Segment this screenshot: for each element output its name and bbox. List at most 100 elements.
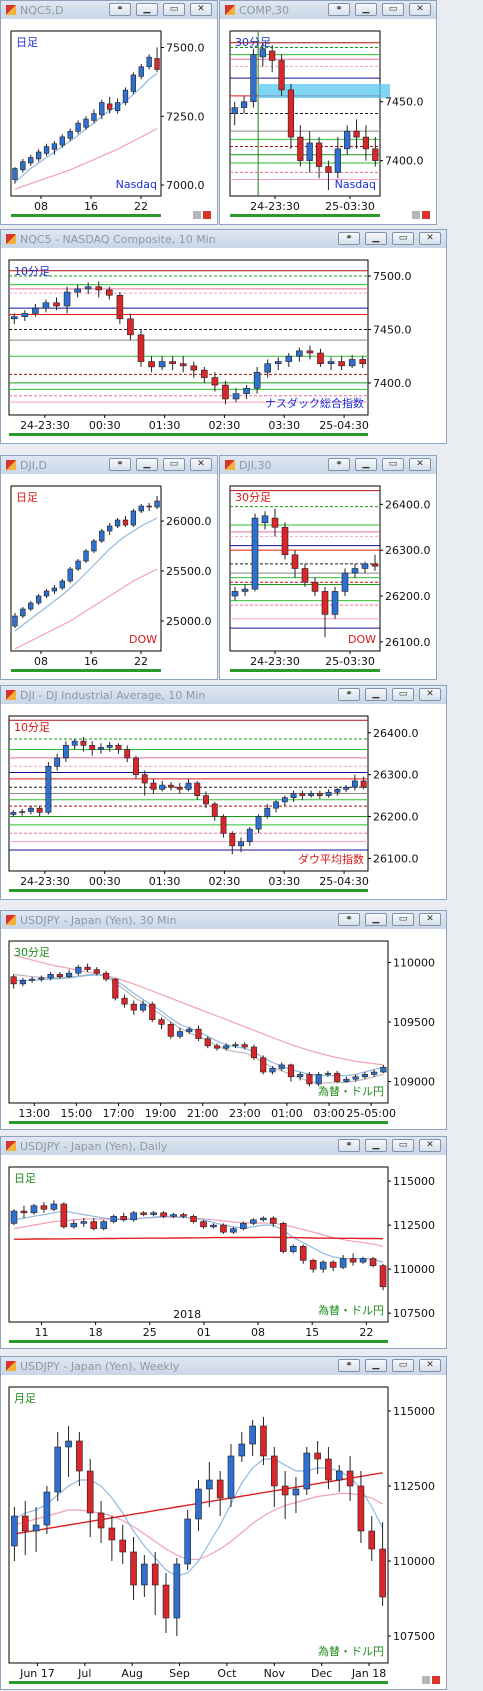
candle [255,814,262,834]
close-button[interactable]: ✕ [419,913,441,926]
candle [100,1219,108,1231]
title-bar[interactable]: DJI,D ⚭ ▁ ▭ ✕ [1,456,217,475]
candle [306,345,314,360]
link-button[interactable]: ⚭ [338,1359,360,1372]
x-tick-label: 03:00 [313,1107,345,1120]
chart-window-usdjpy-30min: USDJPY - Japan (Yen), 30 Min ⚭ ▁ ▭ ✕ 110000 1… [0,910,447,1130]
link-button[interactable]: ⚭ [338,913,360,926]
restore-button[interactable]: ▭ [392,688,414,701]
restore-button[interactable]: ▭ [392,232,414,245]
candle [343,785,350,793]
title-bar[interactable]: USDJPY - Japan (Yen), Weekly ⚭ ▁ ▭ ✕ [1,1357,446,1376]
minimize-button[interactable]: ▁ [365,913,387,926]
restore-button[interactable]: ▭ [163,458,185,471]
candle [203,791,209,809]
close-button[interactable]: ✕ [190,3,212,16]
candle [56,971,63,980]
x-tick-label: 17:00 [103,1107,135,1120]
candle [195,1025,202,1042]
link-button[interactable]: ⚭ [338,688,360,701]
minimize-icon: ▁ [372,1140,380,1150]
restore-button[interactable]: ▭ [163,3,185,16]
candle [99,99,105,119]
instrument-label: 為替・ドル円 [318,1644,384,1658]
candle [292,1477,300,1513]
x-axis-caption: 2018 [173,1308,201,1321]
chart-app-icon [225,5,235,15]
cqg-logo [193,211,211,219]
candle [361,1072,368,1080]
x-tick-label: 16 [84,655,98,668]
minimize-button[interactable]: ▁ [136,458,158,471]
link-button[interactable]: ⚭ [338,232,360,245]
close-button[interactable]: ✕ [419,688,441,701]
y-tick-label: 26100.0 [385,636,431,649]
minimize-button[interactable]: ▁ [355,3,377,16]
restore-button[interactable]: ▭ [392,1139,414,1152]
close-button[interactable]: ✕ [419,232,441,245]
x-tick-label: 00:30 [89,419,121,432]
title-bar[interactable]: DJI - DJ Industrial Average, 10 Min ⚭ ▁ ▭ ✕ [1,686,446,705]
period-label: 30分足 [235,491,271,504]
chart-background [220,19,436,224]
minimize-button[interactable]: ▁ [365,232,387,245]
candle [273,799,279,813]
restore-button[interactable]: ▭ [392,1359,414,1372]
restore-button[interactable]: ▭ [382,3,404,16]
minimize-button[interactable]: ▁ [365,1359,387,1372]
restore-icon: ▭ [398,1360,408,1370]
candle [319,1260,327,1273]
close-button[interactable]: ✕ [419,1139,441,1152]
candle [170,1212,177,1219]
title-bar[interactable]: COMP,30 ⚭ ▁ ▭ ✕ [220,1,436,20]
title-bar[interactable]: NQC5 - NASDAQ Composite, 10 Min ⚭ ▁ ▭ ✕ [1,230,446,249]
candle [127,313,134,341]
minimize-button[interactable]: ▁ [365,688,387,701]
restore-button[interactable]: ▭ [382,458,404,471]
link-button[interactable]: ⚭ [328,3,350,16]
minimize-icon: ▁ [372,914,380,924]
price-highlight [258,84,390,99]
x-tick-label: 24-23:30 [20,875,70,888]
candle [84,282,92,295]
candle [306,1072,313,1087]
candle [140,1211,147,1217]
chart-app-icon [6,1141,16,1151]
y-tick-label: 25000.0 [166,615,212,628]
link-button[interactable]: ⚭ [328,458,350,471]
link-button[interactable]: ⚭ [109,458,131,471]
x-tick-label: 01:30 [149,419,181,432]
title-bar[interactable]: DJI,30 ⚭ ▁ ▭ ✕ [220,456,436,475]
candle [185,778,192,792]
link-button[interactable]: ⚭ [338,1139,360,1152]
title-bar[interactable]: USDJPY - Japan (Yen), 30 Min ⚭ ▁ ▭ ✕ [1,911,446,930]
chart-window-dji-daily: DJI,D ⚭ ▁ ▭ ✕ 26000.0 25500.0 25000.0 08 16 22 日足 D… [0,455,218,680]
link-icon: ⚭ [116,4,124,14]
candle [122,516,129,527]
candle [86,1459,94,1537]
close-button[interactable]: ✕ [409,3,431,16]
candle [243,385,250,399]
minimize-button[interactable]: ▁ [136,3,158,16]
candle [325,160,332,191]
y-tick-label: 25500.0 [166,565,212,578]
candle [260,1216,267,1222]
close-button[interactable]: ✕ [409,458,431,471]
candle [379,1522,386,1606]
close-button[interactable]: ✕ [419,1359,441,1372]
candle [339,1255,347,1270]
y-tick-label: 7400.0 [385,155,424,168]
y-tick-label: 26200.0 [373,811,419,824]
minimize-button[interactable]: ▁ [355,458,377,471]
minimize-button[interactable]: ▁ [365,1139,387,1152]
x-tick-label: 25-05:00 [346,1107,396,1120]
restore-icon: ▭ [388,4,398,14]
x-tick-label: 01:00 [271,1107,303,1120]
restore-button[interactable]: ▭ [392,913,414,926]
title-bar[interactable]: USDJPY - Japan (Yen), Daily ⚭ ▁ ▭ ✕ [1,1137,446,1156]
candle [35,594,42,605]
link-button[interactable]: ⚭ [109,3,131,16]
title-bar[interactable]: NQC5,D ⚭ ▁ ▭ ✕ [1,1,217,20]
close-button[interactable]: ✕ [190,458,212,471]
candle [38,975,45,982]
